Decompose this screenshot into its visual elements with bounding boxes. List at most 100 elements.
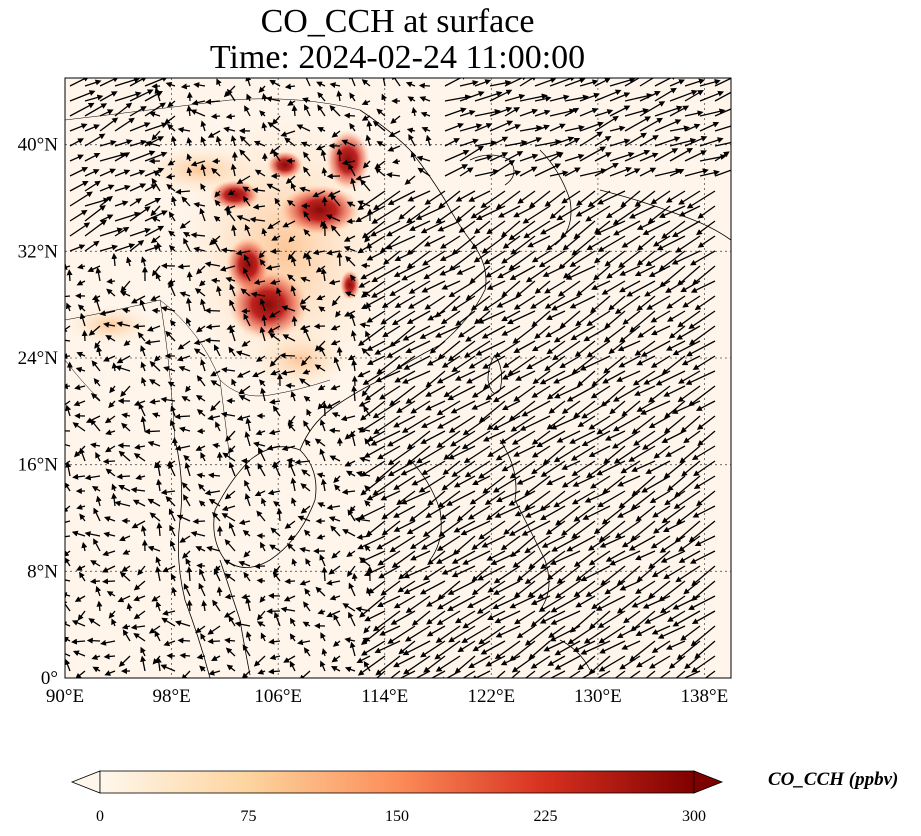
- wind-arrow: [672, 340, 701, 356]
- wind-arrow: [504, 170, 522, 177]
- wind-arrow: [366, 355, 386, 365]
- wind-arrow: [200, 136, 207, 147]
- wind-arrow: [276, 287, 282, 297]
- wind-arrow: [129, 106, 147, 117]
- wind-arrow: [549, 78, 577, 87]
- wind-arrow: [180, 83, 191, 90]
- wind-arrow: [637, 325, 656, 338]
- wind-arrow: [360, 262, 371, 269]
- wind-arrow: [597, 235, 626, 252]
- wind-arrow: [659, 265, 686, 288]
- wind-arrow: [102, 578, 116, 585]
- wind-arrow: [434, 325, 461, 338]
- wind-arrow: [594, 89, 622, 102]
- wind-arrow: [317, 91, 326, 102]
- wind-arrow: [140, 345, 146, 357]
- wind-arrow: [549, 205, 566, 219]
- wind-arrow: [564, 78, 586, 87]
- wind-arrow: [349, 78, 356, 87]
- wind-arrow: [210, 277, 221, 284]
- wind-arrow: [265, 96, 281, 103]
- wind-arrow: [199, 280, 206, 287]
- wind-arrow: [549, 170, 569, 177]
- wind-arrow: [387, 145, 401, 152]
- wind-arrow: [129, 169, 146, 177]
- wind-arrow: [225, 209, 236, 222]
- wind-arrow: [544, 295, 566, 309]
- wind-arrow: [358, 280, 371, 288]
- wind-arrow: [365, 134, 372, 147]
- wind-arrow: [489, 136, 509, 147]
- wind-arrow: [144, 151, 168, 162]
- wind-arrow: [160, 305, 176, 312]
- wind-arrow: [606, 265, 626, 279]
- wind-arrow: [249, 216, 266, 223]
- wind-arrow: [103, 321, 116, 328]
- wind-arrow: [177, 263, 191, 270]
- wind-arrow: [459, 123, 483, 132]
- wind-arrow: [330, 224, 341, 237]
- wind-arrow: [474, 154, 493, 162]
- wind-arrow: [654, 78, 678, 87]
- wind-arrow: [671, 250, 701, 265]
- wind-arrow: [347, 354, 356, 361]
- wind-arrow: [151, 130, 161, 141]
- wind-arrow: [661, 220, 686, 239]
- wind-arrow: [579, 131, 603, 147]
- wind-arrow: [269, 79, 281, 87]
- wind-arrow: [99, 244, 119, 252]
- wind-arrow: [619, 280, 641, 293]
- wind-arrow: [688, 310, 716, 330]
- wind-arrow: [255, 355, 266, 362]
- wind-arrow: [291, 104, 298, 117]
- wind-arrow: [290, 255, 297, 267]
- wind-arrow: [287, 100, 296, 106]
- wind-arrow: [587, 190, 611, 208]
- wind-arrow: [84, 152, 101, 162]
- wind-arrow: [350, 330, 357, 342]
- wind-arrow: [382, 325, 401, 338]
- wind-arrow: [243, 313, 251, 327]
- wind-arrow: [84, 133, 106, 147]
- wind-arrow: [271, 235, 281, 241]
- wind-arrow: [380, 310, 401, 325]
- wind-arrow: [402, 325, 431, 341]
- wind-arrow: [330, 339, 341, 346]
- wind-arrow: [678, 205, 701, 217]
- wind-arrow: [579, 79, 599, 87]
- wind-arrow: [613, 220, 641, 236]
- wind-arrow: [81, 329, 88, 342]
- wind-arrow: [321, 196, 328, 207]
- wind-arrow: [114, 226, 130, 237]
- wind-arrow: [570, 325, 596, 341]
- wind-arrow: [634, 190, 656, 207]
- wind-arrow: [242, 267, 251, 282]
- wind-arrow: [474, 123, 493, 132]
- wind-arrow: [534, 95, 552, 102]
- wind-arrow: [508, 220, 536, 241]
- wind-arrow: [259, 326, 266, 342]
- wind-arrow: [489, 152, 509, 162]
- wind-arrow: [250, 291, 266, 298]
- wind-arrow: [519, 108, 539, 117]
- wind-arrow: [282, 220, 296, 228]
- wind-arrow: [271, 115, 281, 125]
- wind-arrow: [150, 216, 161, 223]
- wind-arrow: [684, 89, 704, 102]
- wind-arrow: [66, 269, 73, 282]
- chart-title-line1: CO_CCH at surface: [260, 3, 535, 40]
- wind-arrow: [284, 83, 296, 90]
- wind-arrow: [564, 153, 585, 162]
- wind-arrow: [357, 325, 386, 346]
- wind-arrow: [229, 299, 236, 312]
- wind-arrow: [654, 119, 682, 132]
- wind-arrow: [374, 167, 386, 177]
- wind-arrow: [594, 135, 612, 147]
- wind-arrow: [669, 125, 690, 132]
- wind-arrow: [336, 251, 343, 267]
- wind-arrow: [619, 265, 641, 276]
- wind-arrow: [668, 325, 686, 339]
- wind-arrow: [329, 82, 341, 89]
- wind-arrow: [269, 310, 281, 318]
- wind-arrow: [210, 113, 221, 120]
